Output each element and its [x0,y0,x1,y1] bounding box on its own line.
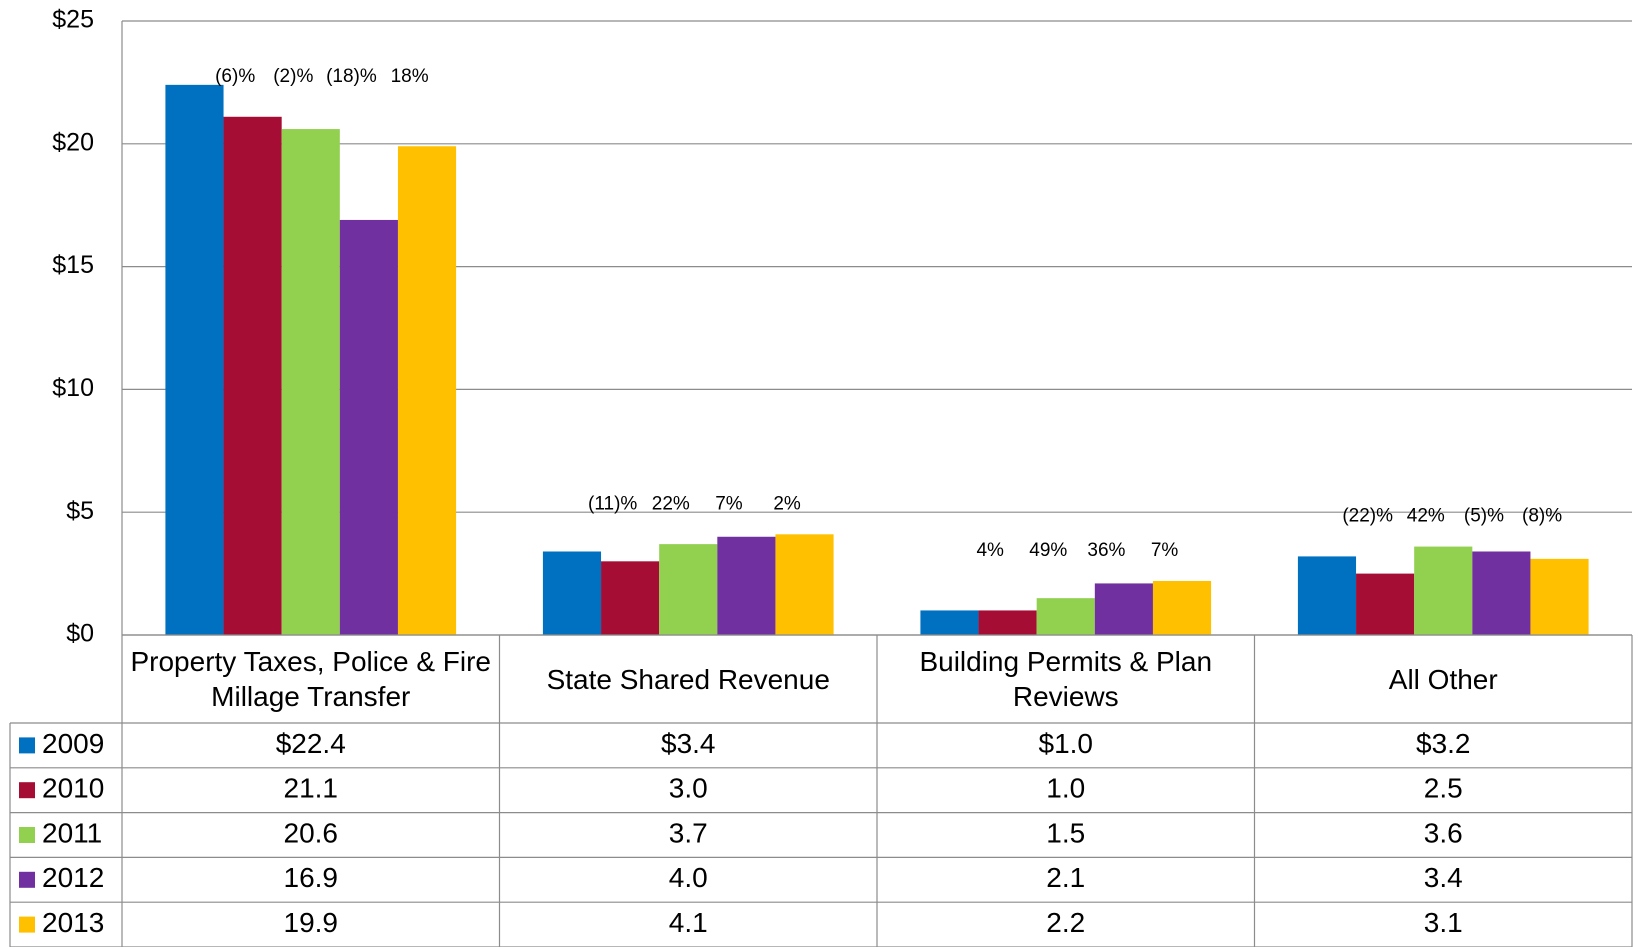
category-cell: State Shared Revenue [546,663,830,695]
table-value: 2.1 [1046,862,1085,893]
table-value: 3.0 [669,773,708,804]
change-label: 2% [773,493,801,514]
bar [542,551,602,635]
bar [1472,551,1531,635]
table-value: $22.4 [276,728,346,759]
y-tick-label: $25 [52,6,94,34]
table-value: 20.6 [284,817,339,848]
table-value: 2.2 [1046,907,1085,938]
table-value: 3.6 [1424,817,1463,848]
bar [1152,580,1212,635]
table-value: 4.1 [669,907,708,938]
bar [1094,583,1153,635]
table-value: $1.0 [1039,728,1094,759]
table-value: 19.9 [284,907,339,938]
legend-label: 2009 [42,728,104,759]
change-label: 36% [1087,540,1125,561]
y-tick-label: $15 [52,251,94,279]
change-label: (22)% [1342,506,1393,527]
legend-label: 2011 [42,817,102,848]
bar [1036,598,1095,635]
bar [1297,556,1357,635]
change-label: (5)% [1464,506,1504,527]
bar [397,146,457,636]
x-tick-label: Building Permits & Plan Reviews [919,646,1213,712]
legend-swatch [19,737,35,754]
table-value: 3.4 [1424,862,1463,893]
table-value: 3.1 [1424,907,1463,938]
bar [1530,558,1589,635]
legend-swatch [19,827,35,843]
change-label: 18% [391,66,429,87]
legend-label: 2010 [42,773,104,804]
bar [717,536,776,635]
x-tick-label: State Shared Revenue [546,663,830,695]
bar [165,84,224,635]
category-cell: Property Taxes, Police & Fire Millage Tr… [130,646,491,712]
table-value: $3.4 [661,728,716,759]
bar [920,610,979,635]
change-label: 49% [1029,540,1067,561]
bar [281,129,340,635]
y-tick-label: $10 [52,374,94,402]
bar [978,610,1037,635]
table-value: 4.0 [669,862,708,893]
change-label: (8)% [1522,506,1562,527]
change-label: (11)% [588,493,637,514]
table-value: 2.5 [1424,773,1463,804]
bar [223,116,282,635]
change-label: 22% [652,493,690,514]
legend-label: 2013 [42,907,104,938]
legend-swatch [19,916,35,933]
x-tick-label: All Other [1388,663,1498,695]
change-label: 7% [715,493,743,514]
bar [1414,546,1473,635]
table-value: 1.5 [1046,817,1085,848]
change-label: (2)% [273,66,313,87]
legend-label: 2012 [42,862,104,893]
table-value: 1.0 [1046,773,1085,804]
table-value: $3.2 [1416,728,1471,759]
change-label: 4% [976,540,1004,561]
bar [339,219,398,635]
y-tick-label: $0 [66,620,94,648]
category-cell: All Other [1388,663,1498,695]
category-cell: Building Permits & Plan Reviews [919,646,1213,712]
x-tick-label: Property Taxes, Police & Fire Millage Tr… [130,646,491,712]
y-tick-label: $20 [52,128,94,156]
bar [1356,573,1415,635]
bar [659,544,718,635]
legend-swatch [19,871,35,888]
table-value: 21.1 [284,773,339,804]
legend-swatch [19,782,35,799]
table-value: 16.9 [284,862,339,893]
bar [775,534,834,635]
change-label: (18)% [326,66,377,87]
table-value: 3.7 [669,817,708,848]
bar [601,561,660,635]
change-label: (6)% [215,66,255,87]
change-label: 7% [1151,540,1179,561]
change-label: 42% [1407,506,1445,527]
y-tick-label: $5 [66,497,94,525]
